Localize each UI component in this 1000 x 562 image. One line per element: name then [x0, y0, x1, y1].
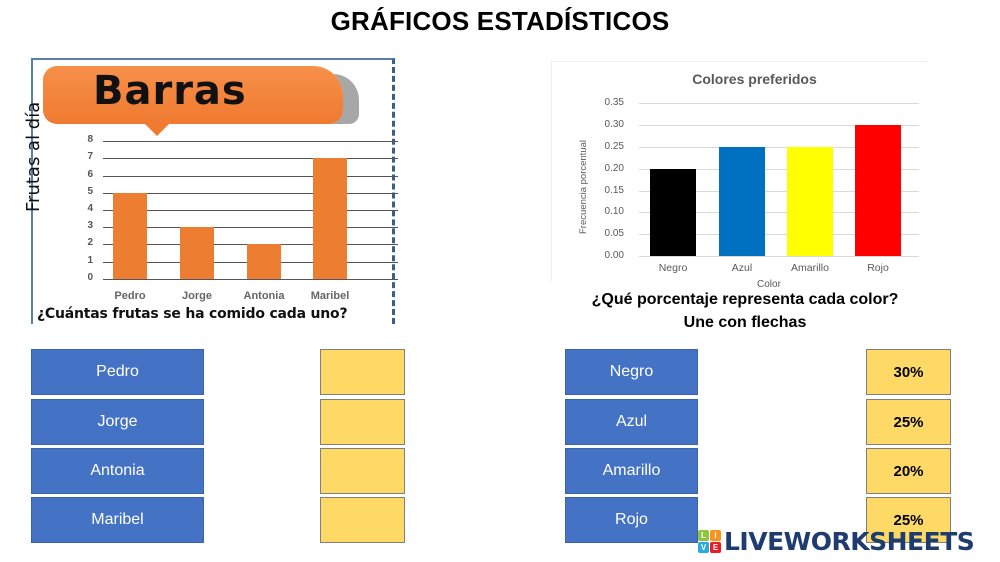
y-tick: 8 — [87, 134, 93, 145]
y-tick: 0.00 — [604, 250, 624, 261]
y-tick: 0.05 — [604, 228, 624, 239]
gridline — [639, 125, 919, 126]
bar-pedro — [113, 193, 147, 279]
barras-banner-text: Barras — [93, 68, 247, 114]
match-color-azul[interactable]: Azul — [565, 399, 698, 445]
y-tick: 2 — [87, 237, 93, 248]
page-title: GRÁFICOS ESTADÍSTICOS — [330, 6, 670, 36]
percent-box-3[interactable]: 20% — [866, 448, 951, 494]
bar-rojo — [855, 125, 901, 256]
gridline — [103, 176, 398, 177]
gridline — [103, 158, 398, 159]
y-tick: 7 — [87, 151, 93, 162]
x-category: Pedro — [114, 290, 146, 302]
percent-box-2[interactable]: 25% — [866, 399, 951, 445]
barras-question: ¿Cuántas frutas se ha comido cada uno? — [37, 306, 348, 322]
match-name-antonia[interactable]: Antonia — [31, 448, 204, 494]
y-tick: 0.35 — [604, 97, 624, 108]
x-category: Azul — [731, 262, 753, 274]
y-tick: 1 — [87, 255, 93, 266]
x-category: Amarillo — [791, 262, 829, 274]
bar-antonia — [247, 244, 281, 279]
liveworksheets-logo: L I V E LIVEWORKSHEETS — [698, 526, 975, 556]
barras-banner: Barras — [43, 66, 343, 136]
match-name-jorge[interactable]: Jorge — [31, 399, 204, 445]
logo-letter: E — [710, 541, 721, 553]
answer-box-antonia[interactable] — [320, 448, 405, 494]
chart-title: Colores preferidos — [692, 71, 817, 87]
logo-letter: V — [698, 541, 709, 553]
y-tick: 0.30 — [604, 119, 624, 130]
gridline — [103, 279, 398, 280]
bar-negro — [650, 169, 696, 256]
y-tick: 0.20 — [604, 163, 624, 174]
x-category: Rojo — [867, 262, 889, 274]
question-line-2: Une con flechas — [683, 314, 807, 331]
answer-box-jorge[interactable] — [320, 399, 405, 445]
y-tick: 0.15 — [604, 185, 624, 196]
barras-y-axis-label: Frutas al día — [23, 101, 44, 212]
gridline — [639, 147, 919, 148]
gridline — [639, 212, 919, 213]
bar-amarillo — [787, 147, 833, 256]
gridline — [639, 169, 919, 170]
gridline — [639, 191, 919, 192]
gridline — [103, 227, 398, 228]
y-tick: 0.25 — [604, 141, 624, 152]
x-category: Jorge — [182, 290, 212, 302]
answer-box-pedro[interactable] — [320, 349, 405, 395]
logo-letter: L — [698, 529, 709, 541]
x-axis-label: Color — [757, 279, 781, 290]
colores-question: ¿Qué porcentaje representa cada color? U… — [545, 288, 945, 334]
percent-box-4[interactable]: 25% — [866, 497, 951, 543]
logo-text: LIVEWORKSHEETS — [724, 526, 975, 556]
gridline — [103, 141, 398, 142]
barras-chart: Barras Frutas al día 0 1 2 3 4 5 6 7 8 P… — [23, 58, 398, 324]
y-tick: 3 — [87, 220, 93, 231]
bar-maribel — [313, 158, 347, 279]
y-tick: 0.10 — [604, 206, 624, 217]
gridline — [103, 210, 398, 211]
y-tick: 0 — [87, 272, 93, 283]
question-line-1: ¿Qué porcentaje representa cada color? — [591, 291, 899, 308]
logo-cube-icon: L I V E — [698, 529, 721, 553]
gridline — [103, 193, 398, 194]
logo-letter: I — [710, 529, 721, 541]
x-category: Negro — [658, 262, 688, 274]
percent-box-1[interactable]: 30% — [866, 349, 951, 395]
gridline — [639, 256, 919, 257]
match-name-pedro[interactable]: Pedro — [31, 349, 204, 395]
answer-box-maribel[interactable] — [320, 497, 405, 543]
bar-jorge — [180, 227, 214, 279]
y-tick: 6 — [87, 169, 93, 180]
y-tick: 4 — [87, 203, 93, 214]
bar-azul — [719, 147, 765, 256]
colores-chart: Colores preferidos Frecuencia porcentual… — [551, 61, 927, 290]
gridline — [639, 234, 919, 235]
y-tick: 5 — [87, 186, 93, 197]
match-color-rojo[interactable]: Rojo — [565, 497, 698, 543]
gridline — [639, 103, 919, 104]
x-category: Maribel — [310, 290, 350, 302]
match-color-amarillo[interactable]: Amarillo — [565, 448, 698, 494]
x-category: Antonia — [243, 290, 285, 302]
match-color-negro[interactable]: Negro — [565, 349, 698, 395]
match-name-maribel[interactable]: Maribel — [31, 497, 204, 543]
